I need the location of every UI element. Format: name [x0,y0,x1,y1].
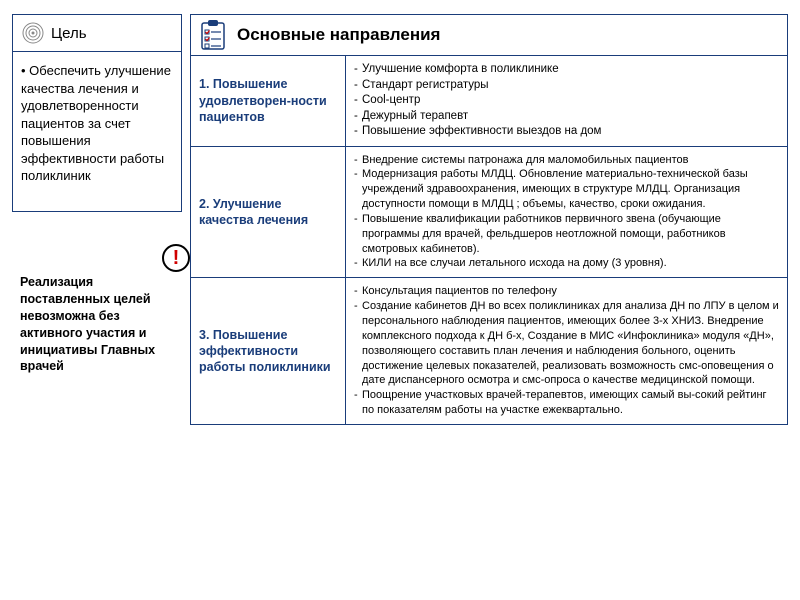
clipboard-icon [199,19,227,51]
list-item: Внедрение системы патронажа для маломоби… [354,153,779,168]
list-item: Консультация пациентов по телефону [354,284,779,299]
goal-header: Цель [12,14,182,52]
row-items-2: Внедрение системы патронажа для маломоби… [346,147,787,278]
list-item: Стандарт регистратуры [354,78,779,94]
list-item: Создание кабинетов ДН во всех поликлиник… [354,299,779,388]
row-items-3: Консультация пациентов по телефону Созда… [346,278,787,424]
exclamation-icon: ! [162,244,190,272]
list-item: Поощрение участковых врачей-терапевтов, … [354,388,779,418]
row-heading-1: 1. Повышение удовлетворен-ности пациенто… [191,56,346,146]
directions-header: Основные направления [191,15,787,56]
goal-body: Обеспечить улучшение качества лечения и … [12,52,182,212]
note-text: Реализация поставленных целей невозможна… [20,275,155,373]
list-item: Повышение эффективности выездов на дом [354,124,779,140]
direction-row-3: 3. Повышение эффективности работы поликл… [191,278,787,424]
directions-title: Основные направления [237,25,440,45]
goal-title: Цель [51,25,87,42]
row-heading-2: 2. Улучшение качества лечения [191,147,346,278]
direction-row-1: 1. Повышение удовлетворен-ности пациенто… [191,56,787,147]
row-heading-3: 3. Повышение эффективности работы поликл… [191,278,346,424]
target-icon [21,21,45,45]
goal-body-text: Обеспечить улучшение качества лечения и … [21,63,171,183]
list-item: Повышение квалификации работников первич… [354,212,779,257]
list-item: Cool-центр [354,93,779,109]
list-item: КИЛИ на все случаи летального исхода на … [354,256,779,271]
direction-row-2: 2. Улучшение качества лечения Внедрение … [191,147,787,279]
list-item: Дежурный терапевт [354,109,779,125]
left-column: Цель Обеспечить улучшение качества лечен… [12,14,182,425]
list-item: Улучшение комфорта в поликлинике [354,62,779,78]
list-item: Модернизация работы МЛДЦ. Обновление мат… [354,167,779,212]
right-column: Основные направления 1. Повышение удовле… [190,14,788,425]
row-items-1: Улучшение комфорта в поликлинике Стандар… [346,56,787,146]
note-box: ! Реализация поставленных целей невозмож… [12,262,182,383]
